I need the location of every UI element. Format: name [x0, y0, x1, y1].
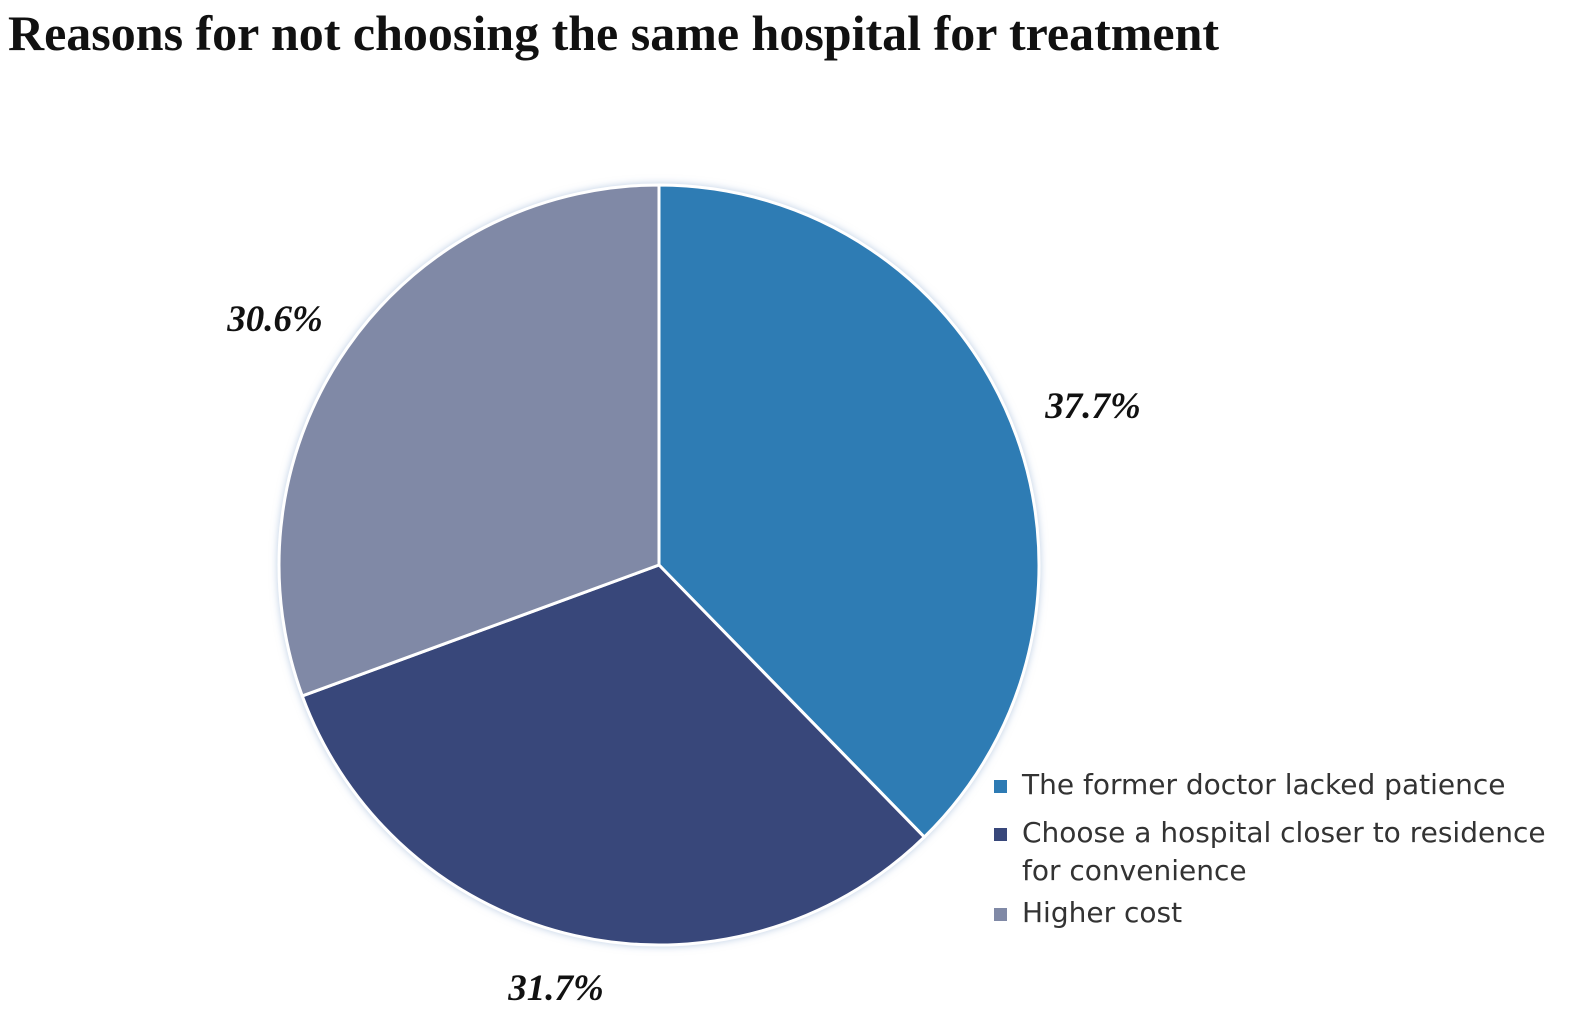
legend-label-closer-hospital: Choose a hospital closer to residence fo…: [1022, 816, 1546, 887]
pie-slice-closer-hospital: [300, 563, 926, 947]
legend: The former doctor lacked patience Choose…: [992, 766, 1592, 932]
legend-label-higher-cost: Higher cost: [1022, 896, 1183, 929]
legend-swatch-closer-hospital: [994, 828, 1007, 841]
pie-label-closer-hospital: 31.7%: [507, 968, 604, 1009]
legend-swatch-former-doctor: [994, 780, 1007, 793]
chart-title: Reasons for not choosing the same hospit…: [8, 5, 1220, 61]
legend-item-former-doctor: The former doctor lacked patience: [992, 766, 1592, 804]
legend-item-closer-hospital: Choose a hospital closer to residence fo…: [992, 814, 1592, 890]
pie-slice-higher-cost: [277, 183, 661, 698]
legend-swatch-higher-cost: [994, 908, 1007, 921]
pie-label-former-doctor: 37.7%: [1044, 386, 1141, 427]
pie-slice-former-doctor: [657, 183, 1041, 839]
pie-label-higher-cost: 30.6%: [226, 299, 323, 340]
legend-label-former-doctor: The former doctor lacked patience: [1022, 768, 1506, 801]
legend-item-higher-cost: Higher cost: [992, 894, 1592, 932]
